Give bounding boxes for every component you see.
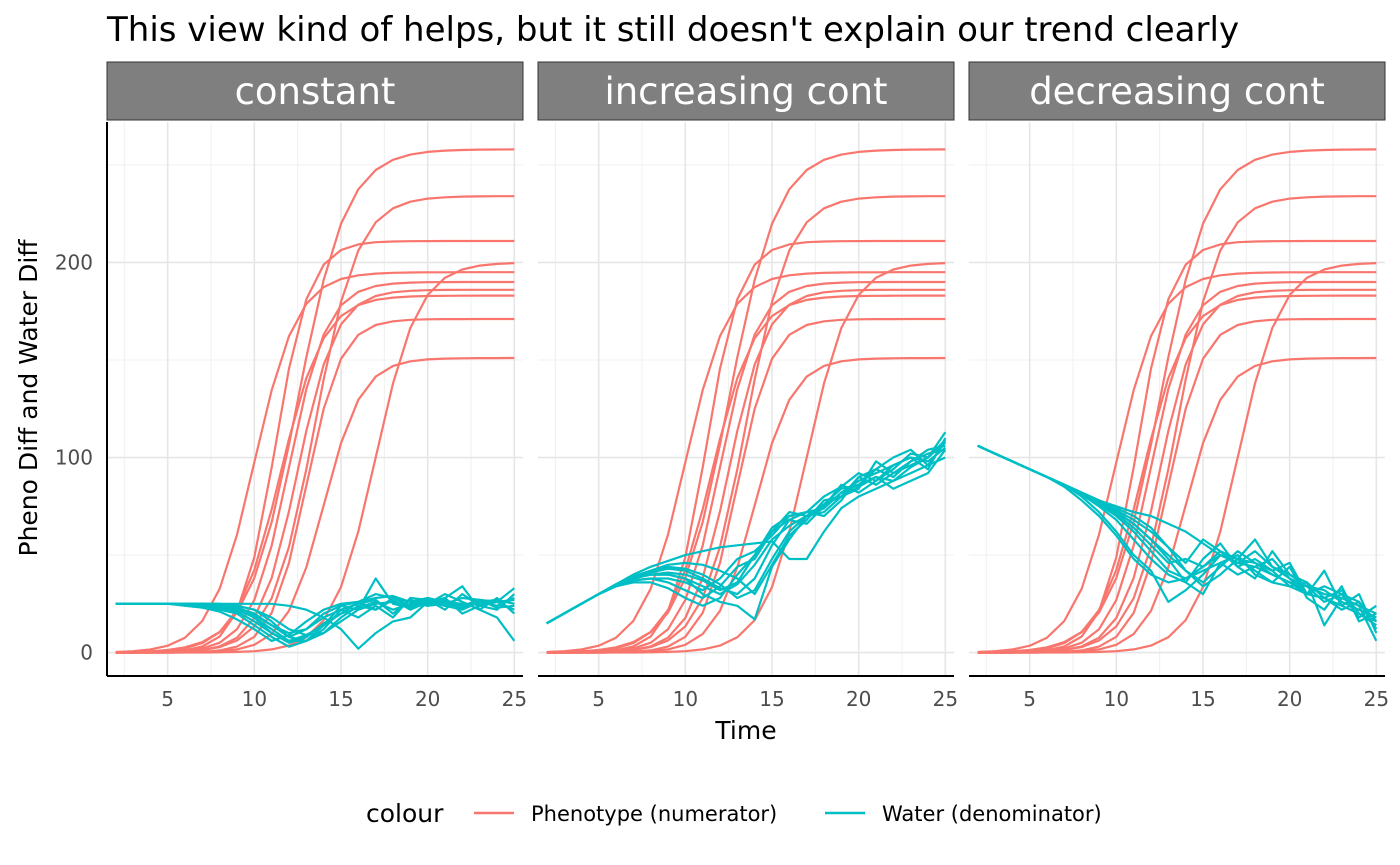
x-tick-label: 10: [673, 687, 698, 711]
phenotype-line-4: [977, 271, 1377, 654]
x-tick-label: 5: [1023, 687, 1036, 711]
water-line-5: [115, 587, 515, 635]
chart-title: This view kind of helps, but it still do…: [106, 10, 1239, 50]
facet-strip-label: increasing cont: [604, 70, 887, 113]
phenotype-line-5: [115, 280, 515, 654]
series-lines: [977, 148, 1378, 654]
phenotype-line-9: [115, 356, 515, 654]
phenotype-line-6: [977, 288, 1377, 654]
x-tick-label: 15: [759, 687, 784, 711]
legend-title: colour: [366, 799, 444, 828]
x-tick-label: 10: [242, 687, 267, 711]
facet-strip: [968, 61, 1386, 121]
x-tick-label: 5: [161, 687, 174, 711]
water-line-9: [546, 439, 947, 625]
x-tick-label: 20: [415, 687, 440, 711]
phenotype-line-1: [546, 195, 946, 654]
facet-strip: [106, 61, 524, 121]
x-tick-label: 5: [592, 687, 605, 711]
x-tick-label: 15: [1190, 687, 1215, 711]
facet-strip-label: constant: [235, 70, 396, 113]
phenotype-line-9: [977, 356, 1377, 654]
phenotype-line-4: [546, 271, 946, 654]
y-tick-label: 200: [55, 250, 93, 274]
x-axis-title: Time: [714, 716, 776, 745]
water-line-7: [977, 444, 1378, 642]
facet-strip: [537, 61, 955, 121]
legend-label-phenotype: Phenotype (numerator): [531, 802, 777, 826]
legend: colour Phenotype (numerator) Water (deno…: [366, 799, 1102, 828]
phenotype-line-4: [115, 271, 515, 654]
facet-strip-label: decreasing cont: [1029, 70, 1325, 113]
phenotype-line-7: [115, 294, 515, 654]
phenotype-line-8: [977, 317, 1377, 654]
legend-label-water: Water (denominator): [882, 802, 1102, 826]
y-axis-title: Pheno Diff and Water Diff: [14, 239, 43, 557]
facet-panel-1: increasing cont 5 10 15 20 25: [537, 61, 958, 711]
x-tick-label: 15: [328, 687, 353, 711]
phenotype-line-7: [977, 294, 1377, 654]
facet-panel-0: constant 5 10 15 20 25: [106, 61, 527, 711]
water-line-3: [546, 437, 947, 625]
phenotype-line-1: [977, 195, 1377, 654]
series-lines: [546, 148, 947, 654]
x-tick-label: 20: [846, 687, 871, 711]
x-tick-label: 10: [1104, 687, 1129, 711]
x-tick-label: 20: [1277, 687, 1302, 711]
y-tick-label: 100: [55, 446, 93, 470]
facet-panel-2: decreasing cont 5 10 15 20 25: [968, 61, 1389, 711]
phenotype-line-8: [546, 317, 946, 654]
y-tick-label: 0: [80, 641, 93, 665]
x-tick-label: 25: [933, 687, 958, 711]
phenotype-line-9: [546, 356, 946, 654]
series-lines: [115, 148, 516, 654]
phenotype-line-7: [546, 294, 946, 654]
water-line-9: [115, 585, 516, 650]
phenotype-line-1: [115, 195, 515, 654]
y-axis: 0 100 200: [55, 122, 108, 676]
x-tick-label: 25: [502, 687, 527, 711]
x-tick-label: 25: [1364, 687, 1389, 711]
water-line-9: [977, 444, 1377, 623]
